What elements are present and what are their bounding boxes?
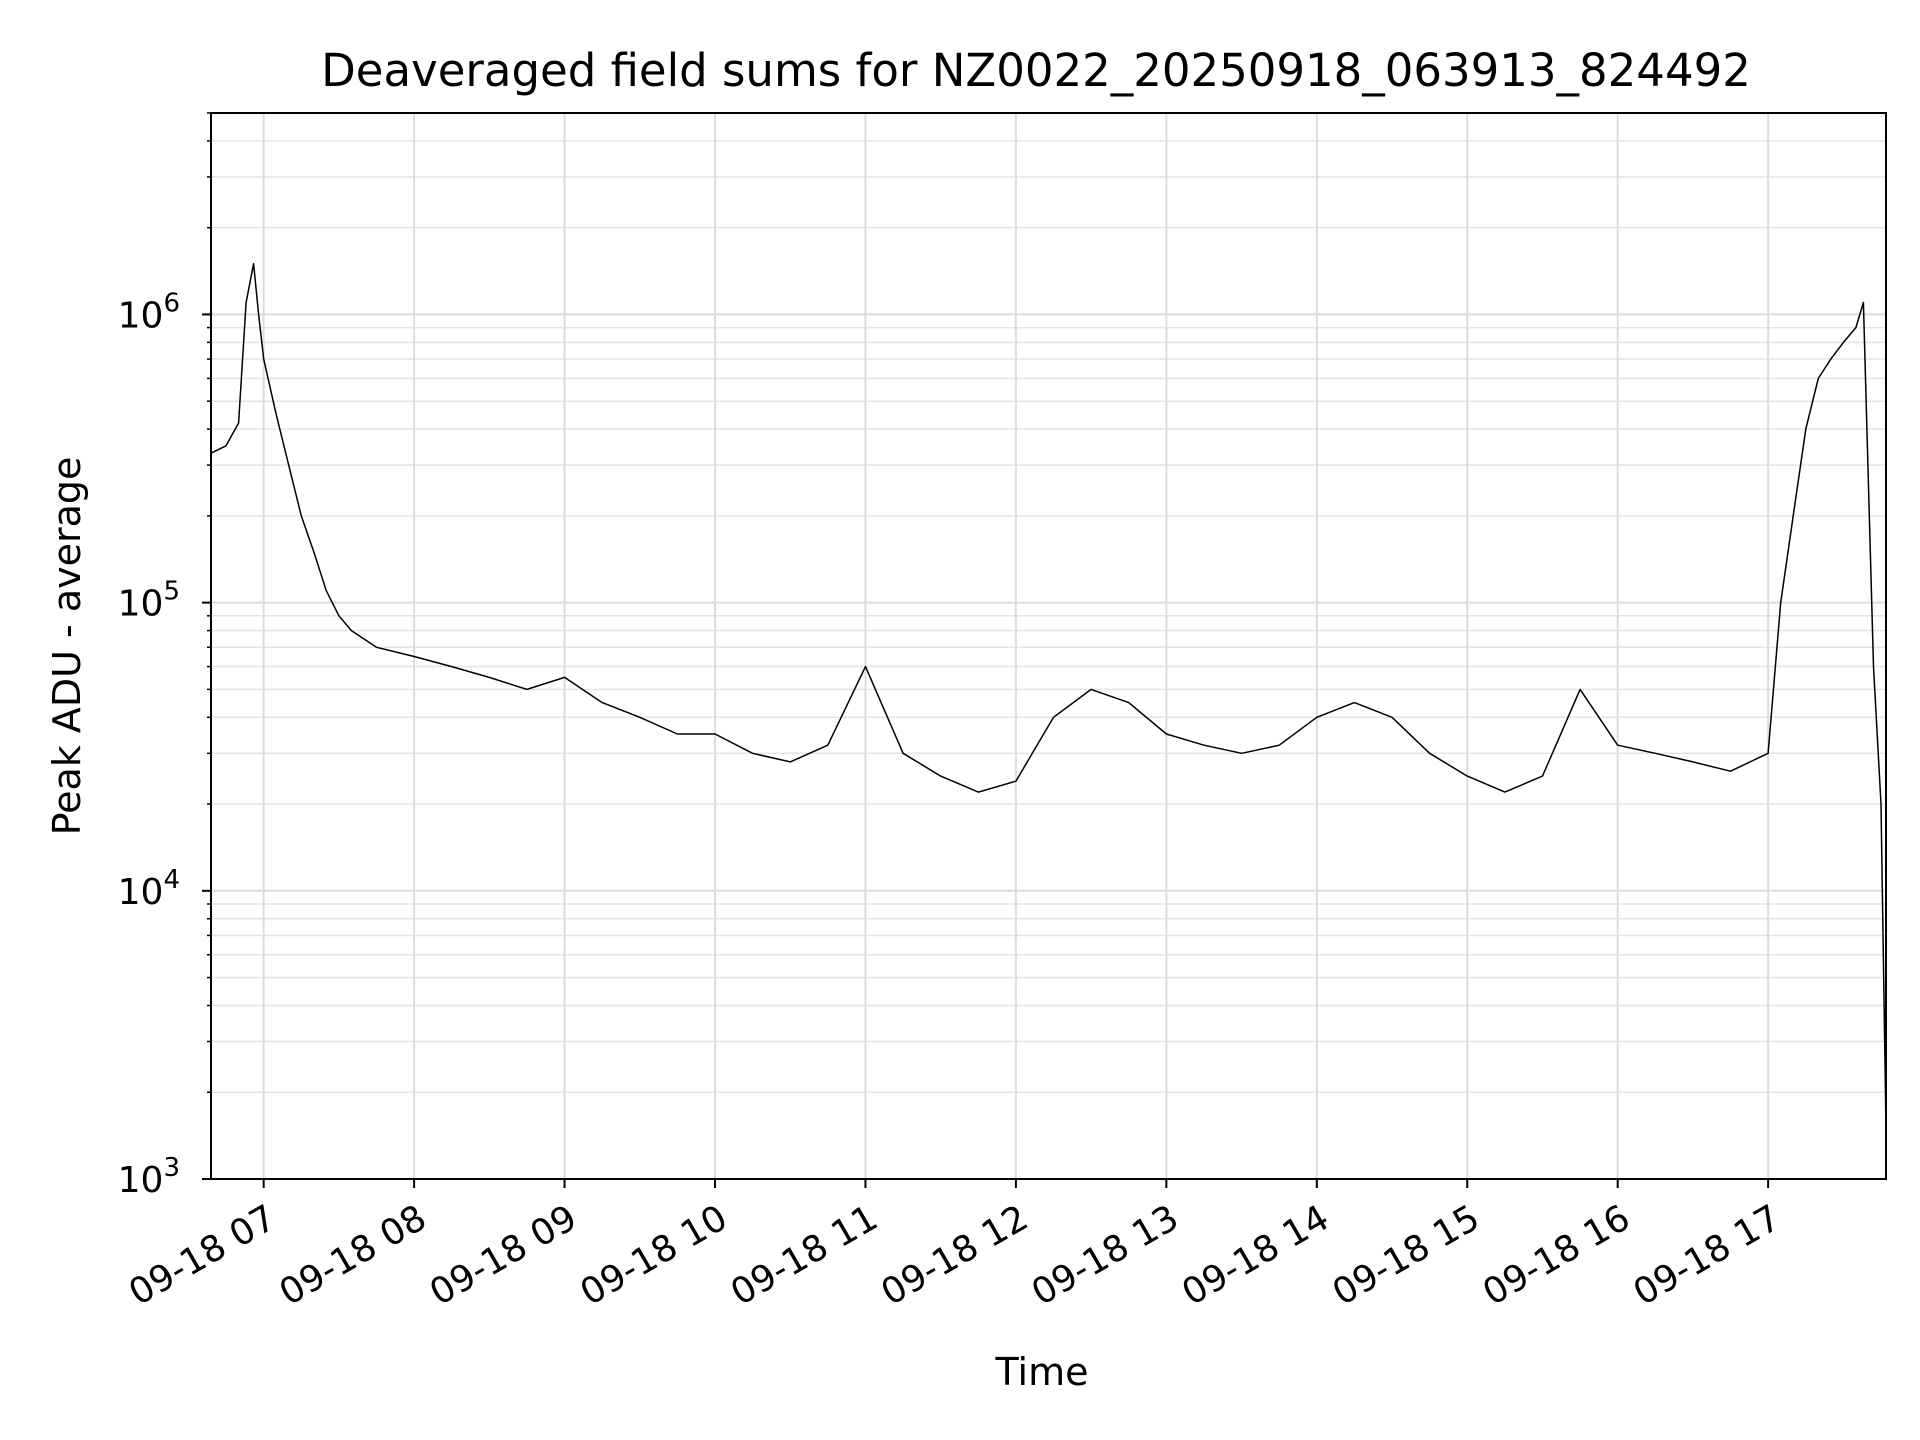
chart-title: Deaveraged field sums for NZ0022_2025091…: [321, 44, 1751, 97]
y-tick-base: 10: [118, 295, 164, 336]
x-tick-label: 09-18 14: [1175, 1197, 1336, 1313]
y-tick-label: 103: [118, 1153, 180, 1201]
x-tick-label: 09-18 08: [273, 1197, 434, 1313]
y-tick-exponent: 5: [163, 577, 180, 607]
series-layer: [210, 262, 1887, 1129]
y-tick-label: 106: [118, 288, 180, 336]
x-tick-label: 09-18 16: [1476, 1197, 1637, 1313]
x-tick-label: 09-18 09: [423, 1197, 584, 1313]
y-tick-exponent: 6: [163, 288, 180, 318]
x-tick-label: 09-18 11: [724, 1197, 885, 1313]
series-line: [210, 262, 1887, 1129]
y-tick-label: 104: [118, 865, 180, 913]
x-tick-label: 09-18 12: [875, 1197, 1036, 1313]
x-tick-label: 09-18 07: [122, 1197, 283, 1313]
x-tick-label: 09-18 17: [1627, 1197, 1788, 1313]
y-tick-base: 10: [118, 584, 164, 625]
y-tick-base: 10: [118, 1160, 164, 1201]
y-axis-label: Peak ADU - average: [45, 457, 89, 836]
grid: [211, 112, 1886, 1180]
y-tick-base: 10: [118, 872, 164, 913]
y-tick-exponent: 4: [163, 865, 180, 895]
y-tick-label: 105: [118, 577, 180, 625]
x-tick-label: 09-18 10: [574, 1197, 735, 1313]
x-tick-label: 09-18 15: [1326, 1197, 1487, 1313]
y-tick-exponent: 3: [163, 1153, 180, 1183]
x-tick-label: 09-18 13: [1025, 1197, 1186, 1313]
plot-frame: [210, 112, 1887, 1180]
x-axis-label: Time: [995, 1350, 1089, 1394]
